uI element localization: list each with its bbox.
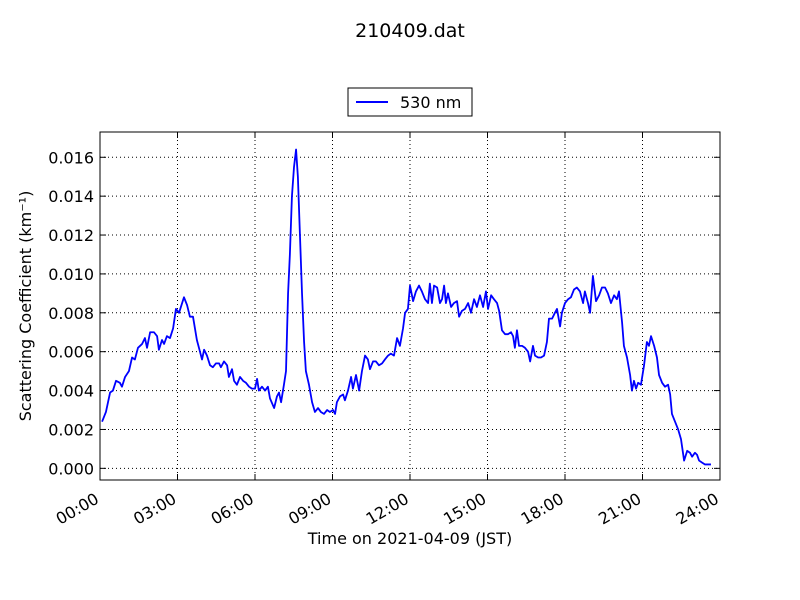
x-axis-label: Time on 2021-04-09 (JST) — [307, 529, 512, 548]
y-tick-label: 0.016 — [48, 148, 94, 167]
y-tick-label: 0.008 — [48, 304, 94, 323]
y-axis-label: Scattering Coefficient (km⁻¹) — [16, 191, 35, 422]
y-tick-label: 0.000 — [48, 459, 94, 478]
y-tick-label: 0.006 — [48, 343, 94, 362]
y-tick-label: 0.002 — [48, 420, 94, 439]
plot-frame — [99, 131, 721, 481]
y-tick-label: 0.010 — [48, 265, 94, 284]
data-line — [101, 148, 711, 466]
y-tick-label: 0.014 — [48, 187, 94, 206]
chart-title: 210409.dat — [355, 20, 465, 42]
legend-label: 530 nm — [400, 93, 461, 112]
y-tick-label: 0.012 — [48, 226, 94, 245]
y-tick-label: 0.004 — [48, 382, 94, 401]
